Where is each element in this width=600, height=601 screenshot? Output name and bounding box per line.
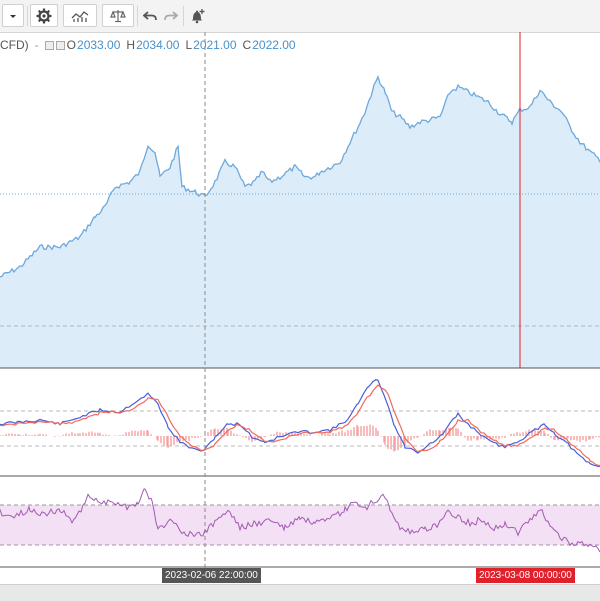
settings-button[interactable] xyxy=(30,4,58,27)
rsi-line xyxy=(0,488,600,553)
series-settings-icon[interactable] xyxy=(55,40,65,50)
price-area-fill xyxy=(0,76,600,369)
low-value: 2021.00 xyxy=(193,38,237,52)
rsi-pane[interactable] xyxy=(0,488,600,553)
rsi-band xyxy=(0,505,600,545)
toolbar-divider xyxy=(183,6,184,26)
chart-toolbar xyxy=(0,0,600,33)
open-value: 2033.00 xyxy=(77,38,121,52)
toolbar-divider xyxy=(137,6,138,26)
marker-time-label: 2023-03-08 00:00:00 xyxy=(476,568,575,583)
symbol-label[interactable]: CFD) xyxy=(0,38,29,52)
indicators-button[interactable] xyxy=(63,4,97,27)
crosshair-time-label: 2023-02-06 22:00:00 xyxy=(162,568,261,583)
gear-icon xyxy=(36,8,52,23)
horizontal-scrollbar[interactable] xyxy=(0,584,600,601)
legend-dash: - xyxy=(34,38,39,52)
low-label: L xyxy=(185,38,193,52)
macd-pane[interactable] xyxy=(0,379,600,468)
chart-area[interactable] xyxy=(0,32,600,584)
macd-line xyxy=(0,379,600,468)
chevron-down-icon xyxy=(10,14,16,18)
undo-button[interactable] xyxy=(140,4,160,27)
chart-indicators-icon xyxy=(71,10,89,22)
ohlc-legend: CFD) - O 2033.00 H 2034.00 L 2021.00 C 2… xyxy=(0,38,302,52)
bell-plus-icon xyxy=(192,8,205,23)
scales-icon xyxy=(110,9,126,22)
redo-button[interactable] xyxy=(161,4,181,27)
signal-line xyxy=(0,384,600,467)
add-alert-button[interactable] xyxy=(186,4,208,27)
macd-histogram xyxy=(0,424,600,452)
symbol-dropdown-button[interactable] xyxy=(2,4,24,27)
open-label: O xyxy=(66,38,77,52)
redo-icon xyxy=(164,10,178,20)
high-value: 2034.00 xyxy=(136,38,180,52)
high-label: H xyxy=(126,38,136,52)
close-label: C xyxy=(242,38,252,52)
price-line xyxy=(0,74,600,278)
compare-button[interactable] xyxy=(102,4,134,27)
price-pane[interactable] xyxy=(0,74,600,369)
toolbar-divider xyxy=(27,6,28,26)
undo-icon xyxy=(143,10,157,20)
hide-series-icon[interactable] xyxy=(44,40,54,50)
close-value: 2022.00 xyxy=(252,38,296,52)
